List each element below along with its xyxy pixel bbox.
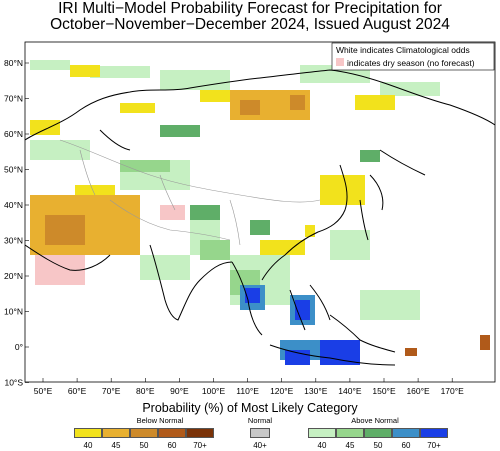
legend-white-note: White indicates Climatological odds — [336, 45, 470, 55]
longitude-tick-label: 120°E — [270, 386, 294, 396]
above-normal-level-label: 70+ — [427, 441, 441, 450]
below-normal-40-areas — [30, 65, 395, 255]
dry-season-swatch — [336, 58, 344, 66]
country-borders — [59, 139, 321, 246]
above-normal-level-label: 45 — [345, 441, 355, 450]
latitude-tick-label: 20°N — [4, 271, 23, 281]
x-axis-title: Probability (%) of Most Likely Category — [142, 401, 358, 415]
latitude-tick-label: 70°N — [4, 94, 23, 104]
normal-label: Normal — [247, 416, 273, 425]
above-normal-swatch — [420, 428, 448, 438]
coastlines — [25, 69, 495, 366]
above-normal-level-label: 60 — [401, 441, 411, 450]
longitude-tick-label: 70°E — [102, 386, 121, 396]
latitude-tick-label: 10°S — [4, 378, 23, 388]
longitude-tick-label: 100°E — [202, 386, 226, 396]
above-normal-70-areas — [245, 288, 360, 365]
below-normal-swatch — [158, 428, 186, 438]
longitude-tick-label: 80°E — [136, 386, 155, 396]
latitude-tick-label: 10°N — [4, 307, 23, 317]
latitude-tick-label: 0° — [15, 342, 23, 352]
above-normal-swatch — [336, 428, 364, 438]
latitude-labels: 80°N 70°N 60°N 50°N 40°N 30°N 20°N 10°N 0° 10°S — [4, 58, 29, 388]
below-normal-level-label: 60 — [167, 441, 177, 450]
below-normal-label: Below Normal — [136, 416, 184, 425]
legend-box: White indicates Climatological odds indi… — [331, 42, 495, 71]
above-normal-swatch — [364, 428, 392, 438]
below-normal-level-label: 45 — [111, 441, 121, 450]
latitude-tick-label: 40°N — [4, 200, 23, 210]
longitude-labels: 50°E 60°E 70°E 80°E 90°E 100°E 110°E 120°E 130°E… — [34, 378, 464, 396]
above-normal-label: Above Normal — [351, 416, 399, 425]
above-normal-level-label: 40 — [317, 441, 327, 450]
longitude-tick-label: 50°E — [34, 386, 53, 396]
below-normal-swatch — [74, 428, 102, 438]
latitude-tick-label: 60°N — [4, 129, 23, 139]
below-normal-50-areas — [45, 95, 305, 245]
longitude-tick-label: 140°E — [338, 386, 362, 396]
normal-level-label: 40+ — [253, 441, 267, 450]
longitude-tick-label: 110°E — [236, 386, 259, 396]
longitude-tick-label: 150°E — [372, 386, 396, 396]
below-normal-60-areas — [405, 335, 490, 356]
above-normal-swatch — [392, 428, 420, 438]
longitude-tick-label: 130°E — [304, 386, 328, 396]
normal-swatch — [250, 428, 270, 438]
above-normal-level-label: 50 — [373, 441, 383, 450]
below-normal-level-label: 50 — [139, 441, 149, 450]
below-normal-swatch — [130, 428, 158, 438]
latitude-tick-label: 30°N — [4, 236, 23, 246]
longitude-tick-label: 170°E — [441, 386, 465, 396]
below-normal-level-label: 70+ — [193, 441, 207, 450]
longitude-tick-label: 90°E — [170, 386, 189, 396]
below-normal-level-label: 40 — [83, 441, 93, 450]
latitude-tick-label: 80°N — [4, 58, 23, 68]
longitude-tick-label: 60°E — [68, 386, 87, 396]
longitude-tick-label: 160°E — [406, 386, 430, 396]
map-title-line-1: IRI Multi−Model Probability Forecast for… — [58, 0, 442, 17]
latitude-tick-label: 50°N — [4, 165, 23, 175]
map-title-line-2: October−November−December 2024, Issued A… — [50, 16, 450, 33]
above-normal-swatch — [308, 428, 336, 438]
below-normal-swatch — [186, 428, 214, 438]
legend-dry-note: indicates dry season (no forecast) — [347, 58, 475, 68]
above-normal-50-areas — [160, 125, 380, 235]
below-normal-swatch — [102, 428, 130, 438]
